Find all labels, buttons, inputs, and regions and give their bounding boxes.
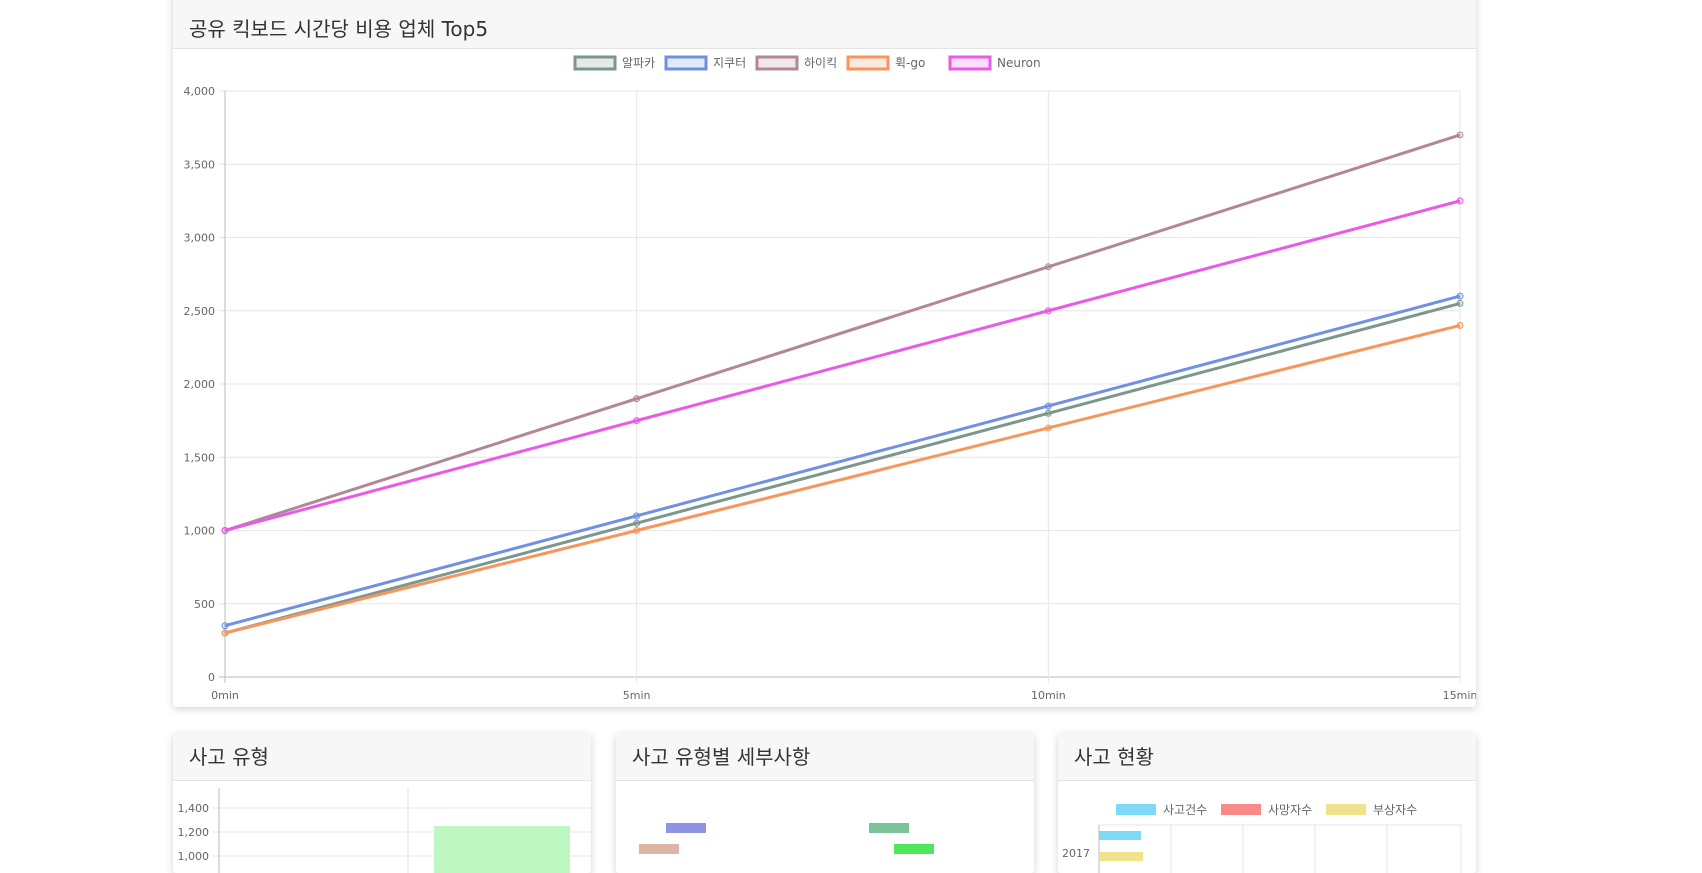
legend-label: 사망자수: [1268, 803, 1312, 817]
data-point: [1456, 197, 1464, 205]
accident-details-card: 사고 유형별 세부사항: [616, 733, 1034, 873]
data-point: [221, 622, 229, 630]
data-point: [633, 512, 641, 520]
x-tick-label: 0min: [211, 689, 239, 702]
legend-item-slip-fall[interactable]: [869, 821, 917, 834]
cost-line-chart: 0 500 1,000 1,500 2,000 2,500 3,000 3,500 4,000 0…: [184, 55, 1476, 702]
accident-type-card-title: 사고 유형: [173, 733, 591, 781]
legend-label: 휙-go: [895, 56, 925, 70]
data-point: [221, 527, 229, 534]
legend-item[interactable]: 부상자수: [1326, 803, 1417, 817]
y-tick-label: 1,200: [178, 826, 210, 839]
legend-swatch: [894, 844, 934, 854]
legend-label: 하이킥: [804, 56, 837, 70]
legend-swatch: [573, 55, 617, 71]
legend-item[interactable]: 지쿠터: [664, 55, 746, 71]
x-tick-label: 15min: [1443, 689, 1476, 702]
legend-swatch: [639, 844, 679, 854]
data-point: [1456, 299, 1464, 307]
legend-item[interactable]: Neuron: [948, 55, 1041, 71]
series-line: [224, 133, 1461, 532]
y-tick-label: 1,000: [178, 850, 210, 863]
series-line: [224, 301, 1461, 635]
series-line: [224, 199, 1461, 532]
legend-label: 사고건수: [1163, 803, 1207, 817]
data-point: [221, 629, 229, 637]
legend-item[interactable]: 사망자수: [1221, 803, 1312, 817]
data-point: [1456, 131, 1464, 139]
data-point: [1044, 409, 1052, 417]
y-tick-label: 2017: [1062, 847, 1090, 860]
legend-item[interactable]: 사고건수: [1116, 803, 1207, 817]
y-tick-label: 3,500: [184, 158, 216, 171]
data-point: [633, 519, 641, 527]
bar: [434, 826, 570, 873]
legend-item-collision[interactable]: [894, 842, 942, 855]
accident-status-bar-chart: 사고건수 사망자수 부상자수 2017: [1062, 803, 1462, 873]
x-tick-label: 5min: [623, 689, 651, 702]
series-line: [224, 323, 1461, 635]
y-tick-label: 0: [208, 671, 215, 684]
legend-item[interactable]: 알파카: [573, 55, 655, 71]
legend-item[interactable]: 휙-go: [846, 55, 925, 71]
data-point: [1456, 292, 1464, 300]
data-point: [1044, 263, 1052, 271]
y-tick-label: 1,000: [184, 525, 216, 538]
accident-type-card: 사고 유형 1,000 1,200 1,400: [173, 733, 591, 873]
data-point: [1456, 321, 1464, 329]
legend-label: 부상자수: [1373, 803, 1417, 817]
cost-chart-card: 공유 킥보드 시간당 비용 업체 Top5 0 500 1,000 1,500 2,00…: [173, 0, 1476, 707]
legend-swatch: [869, 823, 909, 833]
accident-status-card: 사고 현황 사고건수 사망자수 부상자수 2017: [1058, 733, 1476, 873]
legend-swatch: [664, 55, 708, 71]
data-point: [633, 395, 641, 403]
x-tick-label: 10min: [1031, 689, 1066, 702]
accident-type-bar-chart: 1,000 1,200 1,400: [178, 788, 591, 873]
data-point: [633, 417, 641, 425]
data-point: [1044, 424, 1052, 432]
legend-swatch: [846, 55, 890, 71]
bar: [1099, 831, 1141, 840]
y-tick-label: 2,500: [184, 305, 216, 318]
legend-swatch: [948, 55, 992, 71]
legend-swatch: [1116, 804, 1156, 815]
legend-item[interactable]: 하이킥: [755, 55, 837, 71]
legend-swatch: [1326, 804, 1366, 815]
y-tick-label: 1,400: [178, 802, 210, 815]
data-point: [1044, 307, 1052, 315]
legend-item-function-failure[interactable]: [666, 821, 714, 834]
legend-label: 알파카: [622, 56, 655, 70]
legend-swatch: [1221, 804, 1261, 815]
legend-swatch: [755, 55, 799, 71]
y-tick-label: 3,000: [184, 232, 216, 245]
accident-details-card-title: 사고 유형별 세부사항: [616, 733, 1034, 781]
y-tick-label: 1,500: [184, 451, 216, 464]
legend-swatch: [666, 823, 706, 833]
bar: [1099, 852, 1143, 861]
y-tick-label: 4,000: [184, 85, 216, 98]
cost-chart-card-title: 공유 킥보드 시간당 비용 업체 Top5: [173, 0, 1476, 49]
series-line: [224, 294, 1461, 628]
data-point: [1044, 402, 1052, 410]
legend-item-performance[interactable]: [639, 842, 687, 855]
data-point: [633, 527, 641, 534]
y-tick-label: 500: [194, 598, 215, 611]
accident-status-card-title: 사고 현황: [1058, 733, 1476, 781]
legend-label: 지쿠터: [713, 56, 746, 70]
legend-label: Neuron: [997, 56, 1041, 70]
y-tick-label: 2,000: [184, 378, 216, 391]
